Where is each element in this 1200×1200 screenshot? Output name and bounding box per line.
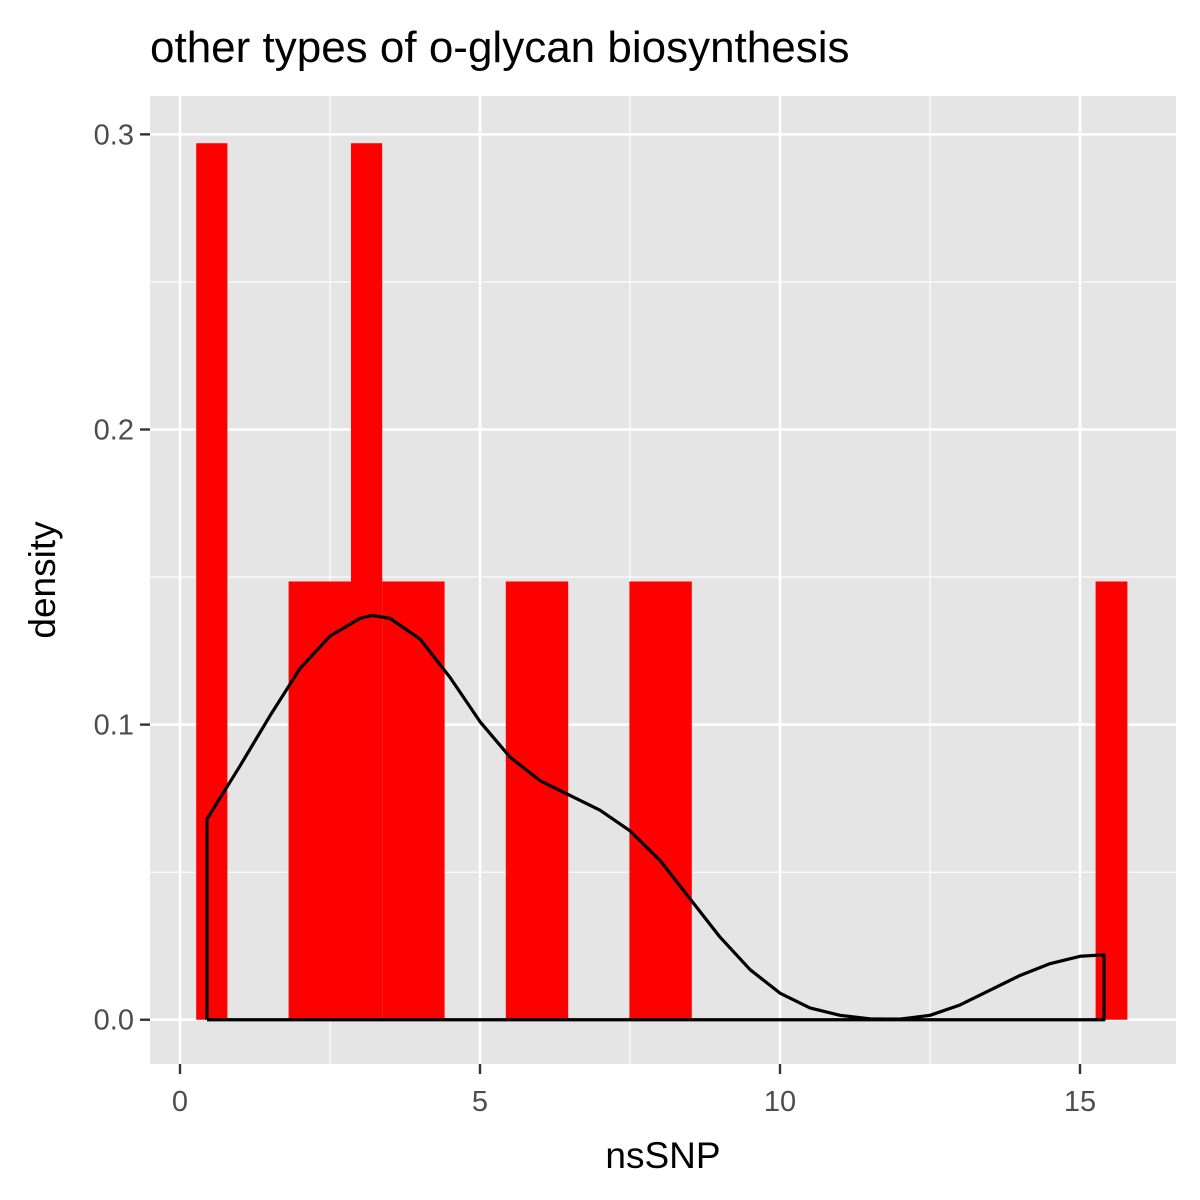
y-tick-label: 0.2 — [94, 414, 134, 446]
x-tick-label: 5 — [472, 1086, 488, 1118]
density-curve — [205, 613, 1106, 1022]
y-tick-label: 0.1 — [94, 710, 134, 742]
y-axis-title: density — [22, 521, 63, 639]
x-axis-title: nsSNP — [605, 1135, 720, 1176]
x-tick-label: 10 — [764, 1086, 796, 1118]
histogram-bar — [505, 581, 569, 1020]
x-tick-label: 15 — [1064, 1086, 1096, 1118]
y-tick-label: 0.0 — [94, 1005, 134, 1037]
x-tick-label: 0 — [172, 1086, 188, 1118]
x-axis: 0 5 10 15 — [172, 1064, 1096, 1118]
chart-title: other types of o-glycan biosynthesis — [150, 23, 850, 72]
histogram-bar — [196, 143, 228, 1020]
y-tick-label: 0.3 — [94, 119, 134, 151]
y-axis: 0.0 0.1 0.2 0.3 — [94, 119, 150, 1037]
histogram-bar — [1095, 581, 1128, 1020]
histogram-bar — [288, 581, 351, 1020]
histogram-bar — [629, 581, 692, 1020]
histogram-bar — [382, 581, 445, 1020]
histogram-bar — [351, 143, 383, 1020]
histogram-bars — [196, 143, 1128, 1020]
